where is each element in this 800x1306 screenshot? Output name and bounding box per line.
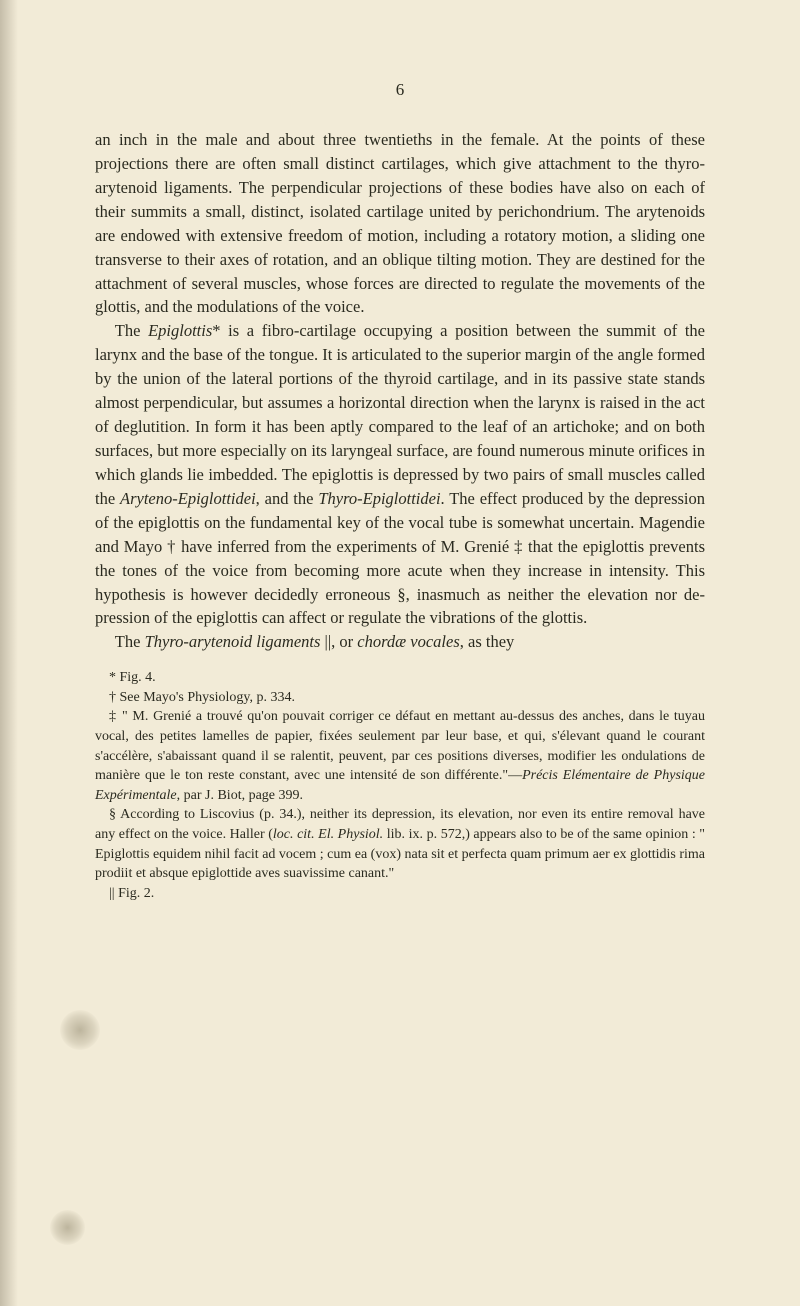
- footnote: § According to Liscovius (p. 34.), neith…: [95, 805, 705, 883]
- italic-term: Thyro-Epiglottidei: [318, 489, 440, 508]
- footnote: † See Mayo's Physiology, p. 334.: [95, 688, 705, 708]
- paragraph: The Thyro-arytenoid ligaments ||, or cho…: [95, 630, 705, 654]
- text-run: The: [115, 321, 148, 340]
- page-stain: [60, 1010, 100, 1050]
- footnote: ‡ " M. Grenié a trouvé qu'on pouvait cor…: [95, 707, 705, 805]
- italic-term: Epiglottis: [148, 321, 212, 340]
- body-text: an inch in the male and about three twen…: [95, 128, 705, 654]
- text-run: , and the: [256, 489, 319, 508]
- footnotes: * Fig. 4. † See Mayo's Physiology, p. 33…: [95, 668, 705, 903]
- footnote: || Fig. 2.: [95, 884, 705, 904]
- text-run: , par J. Biot, page 399.: [177, 788, 303, 803]
- footnote: * Fig. 4.: [95, 668, 705, 688]
- page-number: 6: [95, 80, 705, 100]
- italic-term: Thyro-arytenoid ligaments: [145, 632, 321, 651]
- text-run: , as they: [460, 632, 515, 651]
- paragraph: an inch in the male and about three twen…: [95, 128, 705, 319]
- italic-term: Aryteno-Epiglottidei: [120, 489, 256, 508]
- italic-term: loc. cit. El. Physiol.: [273, 827, 383, 842]
- text-run: The: [115, 632, 145, 651]
- page-content: 6 an inch in the male and about three tw…: [0, 0, 800, 963]
- page-stain: [50, 1210, 85, 1245]
- text-run: * is a fibro-cartilage occupying a posit…: [95, 321, 705, 507]
- text-run: ||, or: [320, 632, 357, 651]
- text-run: . The effect produced by the depres­sion…: [95, 489, 705, 628]
- italic-term: chordæ vocales: [357, 632, 460, 651]
- paragraph: The Epiglottis* is a fibro-cartilage occ…: [95, 319, 705, 630]
